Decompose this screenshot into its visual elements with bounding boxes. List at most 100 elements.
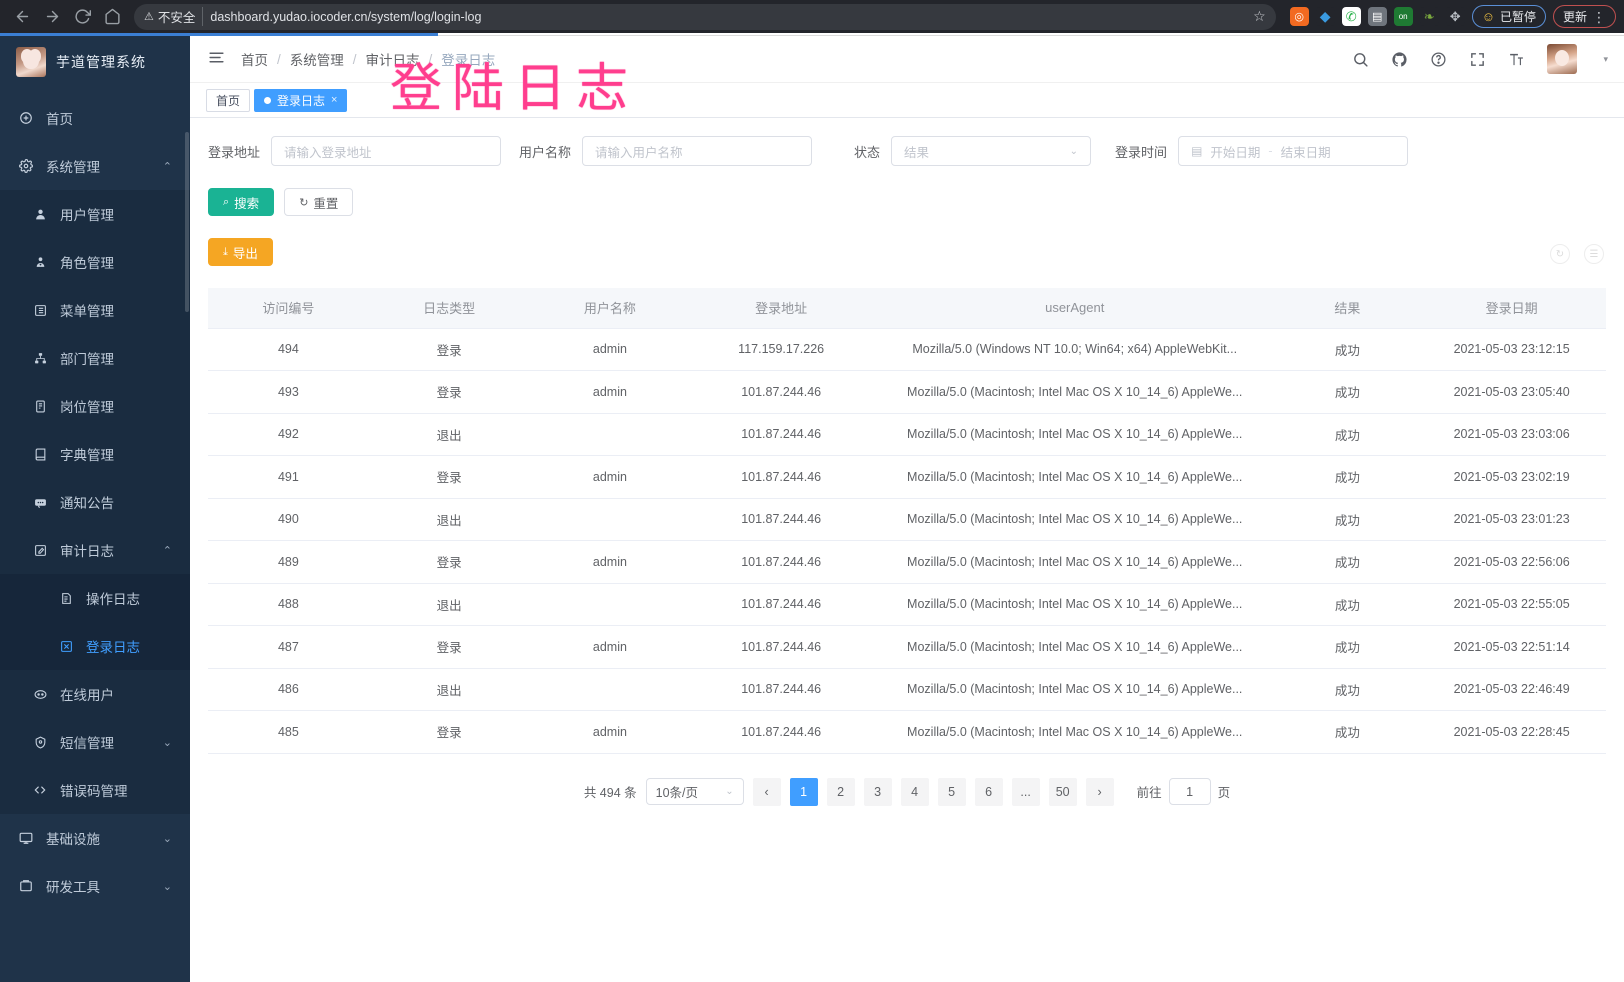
ext-icon-orange-ring[interactable]: ◎ [1289,7,1309,26]
topbar: 首页 / 系统管理 / 审计日志 / 登录日志 [190,36,1624,83]
paused-pill-button[interactable]: ☺ 已暂停 [1471,5,1546,28]
breadcrumb-item-0[interactable]: 首页 [241,53,268,68]
emoji-face-icon: ☺ [1481,9,1495,24]
forward-arrow-icon[interactable] [38,3,66,31]
login-time-daterange[interactable]: ▤ 开始日期 - 结束日期 [1178,136,1409,166]
sidebar-item-label: 审计日志 [60,544,114,559]
refresh-circle-icon[interactable]: ↻ [1550,244,1570,264]
pagination-page-50[interactable]: 50 [1048,777,1077,806]
sidebar-logo[interactable]: 芋道管理系统 [0,36,190,88]
tab-login-log[interactable]: 登录日志 × [254,88,348,112]
page-size-label: 10条/页 [655,786,699,800]
cell-id: 485 [208,710,369,754]
sidebar-item-dev-tools[interactable]: 研发工具 ⌄ [0,862,190,910]
table-row[interactable]: 493 登录 admin 101.87.244.46 Mozilla/5.0 (… [208,370,1606,414]
address-bar[interactable]: ⚠ 不安全 dashboard.yudao.iocoder.cn/system/… [134,3,1276,30]
ext-icon-blue-diamond[interactable]: ◆ [1315,7,1335,26]
ext-icon-leaf[interactable]: ❧ [1419,7,1439,26]
hamburger-menu-icon[interactable] [208,50,225,68]
jump-page-input[interactable]: 1 [1168,778,1211,805]
search-icon[interactable] [1352,51,1369,68]
fullscreen-icon[interactable] [1469,51,1486,68]
cell-login-date: 2021-05-03 23:01:23 [1417,498,1606,541]
login-address-input[interactable]: 请输入登录地址 [271,136,502,166]
home-icon[interactable] [98,3,126,31]
post-icon [30,400,50,413]
github-icon[interactable] [1391,51,1408,68]
back-arrow-icon[interactable] [8,3,36,31]
breadcrumb-item-1[interactable]: 系统管理 [289,53,344,68]
sidebar-item-audit-log[interactable]: 审计日志 ⌃ [0,526,190,574]
breadcrumb-item-2[interactable]: 审计日志 [365,53,420,68]
cell-log-type: 登录 [368,328,530,371]
pagination-page-5[interactable]: 5 [937,777,966,806]
ext-icon-gray-doc[interactable]: ▤ [1367,7,1387,26]
table-row[interactable]: 489 登录 admin 101.87.244.46 Mozilla/5.0 (… [208,540,1606,584]
table-row[interactable]: 485 登录 admin 101.87.244.46 Mozilla/5.0 (… [208,710,1606,754]
sidebar-item-post-mgmt[interactable]: 岗位管理 [0,382,190,430]
sidebar-item-notice[interactable]: 通知公告 [0,478,190,526]
cell-log-type: 登录 [368,455,530,499]
table-row[interactable]: 494 登录 admin 117.159.17.226 Mozilla/5.0 … [208,328,1606,371]
url-text: dashboard.yudao.iocoder.cn/system/log/lo… [210,9,482,24]
user-avatar[interactable] [1547,44,1578,74]
columns-circle-icon[interactable]: ☰ [1584,244,1604,264]
pagination-page-4[interactable]: 4 [900,777,929,806]
sidebar-scrollbar[interactable] [185,132,189,312]
pagination-next-button[interactable]: › [1085,777,1114,806]
sidebar-item-operation-log[interactable]: 操作日志 [0,574,190,622]
star-icon[interactable]: ☆ [1253,8,1266,24]
reset-button[interactable]: ↻ 重置 [284,188,354,216]
sidebar-item-user-mgmt[interactable]: 用户管理 [0,190,190,238]
sidebar-item-dept-mgmt[interactable]: 部门管理 [0,334,190,382]
ext-icon-green-circle[interactable]: ✆ [1341,7,1361,26]
kebab-menu-icon[interactable]: ⋮ [1592,8,1606,25]
ext-icon-puzzle[interactable]: ✥ [1445,7,1465,26]
breadcrumb-separator: / [277,51,281,67]
export-button[interactable]: ⤓ 导出 [208,238,273,266]
help-icon[interactable] [1430,51,1447,68]
chevron-down-icon: ⌄ [162,736,172,749]
cell-result: 成功 [1277,328,1418,371]
cell-username [529,668,691,711]
table-row[interactable]: 487 登录 admin 101.87.244.46 Mozilla/5.0 (… [208,625,1606,669]
pagination-page-1[interactable]: 1 [789,777,818,806]
sidebar-item-dict-mgmt[interactable]: 字典管理 [0,430,190,478]
table-toolbar: ⤓ 导出 ↻ ☰ [208,238,1606,266]
pagination-ellipsis[interactable]: ... [1011,777,1040,806]
sidebar-item-menu-mgmt[interactable]: 菜单管理 [0,286,190,334]
sidebar-item-sms-mgmt[interactable]: 短信管理 ⌄ [0,718,190,766]
table-row[interactable]: 488 退出 101.87.244.46 Mozilla/5.0 (Macint… [208,583,1606,626]
edit-doc-icon [30,544,50,557]
page-size-select[interactable]: 10条/页 ⌄ [645,778,744,805]
table-row[interactable]: 492 退出 101.87.244.46 Mozilla/5.0 (Macint… [208,413,1606,456]
table-row[interactable]: 486 退出 101.87.244.46 Mozilla/5.0 (Macint… [208,668,1606,711]
sidebar-item-home[interactable]: 首页 [0,94,190,142]
sidebar-item-infrastructure[interactable]: 基础设施 ⌄ [0,814,190,862]
sidebar-item-system[interactable]: 系统管理 ⌃ [0,142,190,190]
sidebar-item-online-users[interactable]: 在线用户 [0,670,190,718]
table-row[interactable]: 490 退出 101.87.244.46 Mozilla/5.0 (Macint… [208,498,1606,541]
font-size-icon[interactable] [1508,51,1525,68]
sidebar-item-error-code[interactable]: 错误码管理 [0,766,190,814]
sidebar-item-role-mgmt[interactable]: 角色管理 [0,238,190,286]
update-pill-label: 更新 [1562,10,1587,24]
username-input[interactable]: 请输入用户名称 [582,136,813,166]
pagination-page-2[interactable]: 2 [826,777,855,806]
close-icon[interactable]: × [331,94,338,106]
pagination-page-3[interactable]: 3 [863,777,892,806]
cell-user-agent: Mozilla/5.0 (Macintosh; Intel Mac OS X 1… [872,668,1278,711]
tab-home[interactable]: 首页 [206,88,251,112]
cell-login-date: 2021-05-03 22:46:49 [1417,668,1606,711]
sidebar-item-login-log[interactable]: 登录日志 [0,622,190,670]
chevron-down-icon[interactable]: ▾ [1603,53,1608,64]
status-select[interactable]: 结果 ⌄ [891,136,1092,166]
reload-icon[interactable] [68,3,96,31]
pagination-prev-button[interactable]: ‹ [752,777,781,806]
cell-result: 成功 [1277,583,1418,626]
update-pill-button[interactable]: 更新 ⋮ [1552,5,1616,28]
ext-icon-green-on[interactable]: on [1393,7,1413,26]
search-button[interactable]: ⌕ 搜索 [208,188,275,216]
table-row[interactable]: 491 登录 admin 101.87.244.46 Mozilla/5.0 (… [208,455,1606,499]
pagination-page-6[interactable]: 6 [974,777,1003,806]
